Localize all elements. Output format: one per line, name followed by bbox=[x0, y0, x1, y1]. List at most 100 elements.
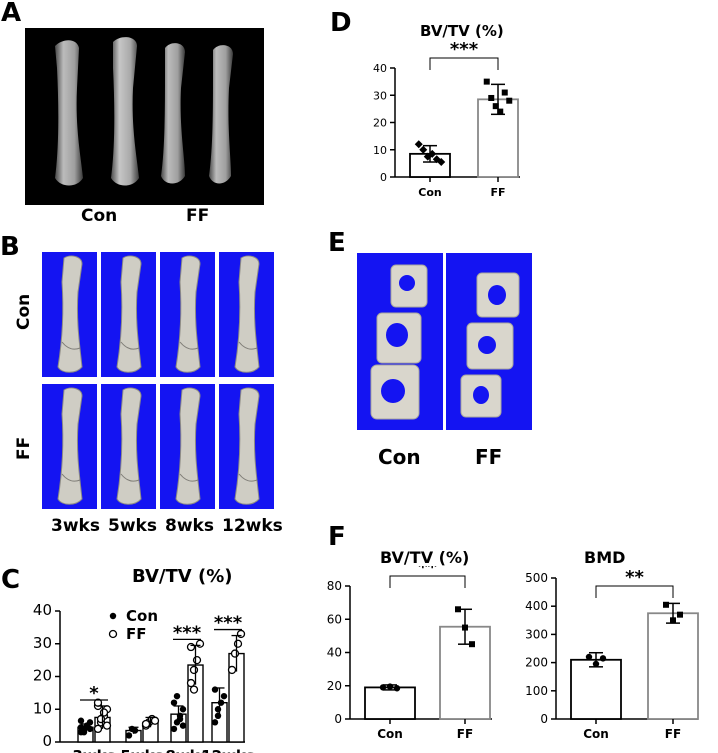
data-point bbox=[585, 653, 593, 661]
data-point bbox=[230, 649, 240, 658]
y-tick-label: 20 bbox=[33, 667, 52, 685]
data-point bbox=[393, 685, 401, 692]
y-tick-label: 20 bbox=[373, 117, 387, 130]
data-point bbox=[80, 728, 88, 736]
data-point bbox=[670, 617, 676, 624]
data-point bbox=[592, 660, 600, 668]
data-point bbox=[419, 145, 428, 154]
bar bbox=[647, 612, 699, 720]
panel-e-label-con: Con bbox=[378, 445, 421, 469]
x-tick-label: 3wks bbox=[72, 747, 115, 753]
xray-image bbox=[25, 28, 264, 205]
y-tick-label: 0 bbox=[540, 712, 548, 726]
data-point bbox=[186, 678, 196, 688]
panel-c-title: BV/TV (%) bbox=[132, 566, 233, 587]
x-tick-label: FF bbox=[665, 727, 681, 741]
data-point bbox=[131, 727, 139, 734]
y-tick-label: 40 bbox=[373, 62, 387, 75]
y-tick-label: 30 bbox=[33, 634, 52, 652]
x-tick-label: Con bbox=[418, 186, 441, 199]
significance-bracket bbox=[595, 585, 674, 598]
microct-image bbox=[101, 384, 156, 509]
data-point bbox=[86, 725, 94, 733]
data-point bbox=[141, 719, 151, 729]
y-tick-label: 20 bbox=[327, 679, 342, 693]
xray-femurs bbox=[55, 37, 233, 186]
data-point bbox=[170, 699, 178, 706]
bar bbox=[364, 686, 416, 720]
data-point bbox=[211, 719, 219, 726]
data-point bbox=[108, 629, 118, 639]
panel-d-title: BV/TV (%) bbox=[420, 22, 504, 40]
panel-e-label-ff: FF bbox=[475, 445, 503, 469]
y-tick-label: 10 bbox=[33, 699, 52, 717]
significance-bracket bbox=[389, 575, 466, 588]
data-point bbox=[150, 716, 160, 725]
data-point bbox=[233, 639, 243, 648]
panel-label-f: F bbox=[328, 522, 346, 552]
data-point bbox=[192, 655, 202, 665]
y-tick-label: 0 bbox=[42, 732, 52, 750]
data-point bbox=[469, 641, 475, 648]
y-tick-label: 500 bbox=[525, 571, 548, 585]
y-tick-label: 60 bbox=[327, 612, 342, 626]
data-point bbox=[109, 612, 117, 620]
data-point bbox=[492, 103, 499, 110]
microct-image bbox=[42, 252, 97, 377]
data-point bbox=[99, 708, 109, 717]
microct-image bbox=[42, 384, 97, 509]
x-tick-label: 5wks bbox=[120, 747, 163, 753]
data-point bbox=[217, 699, 225, 706]
significance-label: *** bbox=[214, 613, 243, 634]
y-tick-label: 0 bbox=[380, 171, 387, 184]
x-tick-label: Con bbox=[377, 727, 403, 741]
data-point bbox=[483, 78, 490, 85]
microct-image bbox=[219, 384, 274, 509]
data-point bbox=[227, 665, 237, 675]
microct-image bbox=[160, 252, 215, 377]
data-point bbox=[170, 725, 178, 733]
bar bbox=[570, 658, 622, 720]
data-point bbox=[186, 642, 196, 652]
x-tick-label: 12wks bbox=[201, 747, 255, 753]
vertebra-sections bbox=[357, 253, 532, 430]
y-tick-label: 300 bbox=[525, 627, 548, 641]
panel-label-d: D bbox=[330, 8, 352, 38]
panel-b-col-3wks: 3wks bbox=[51, 516, 100, 536]
data-point bbox=[176, 715, 184, 723]
microct-image bbox=[219, 252, 274, 377]
chart-d: 0 10 20 30 40 Con FF *** bbox=[373, 40, 520, 199]
chart-f-bvtv: 0 20 40 60 80 Con FF ** bbox=[327, 566, 492, 741]
panel-b-row-ff: FF bbox=[14, 436, 34, 460]
y-tick-label: 200 bbox=[525, 656, 548, 670]
x-tick-label: FF bbox=[457, 727, 473, 741]
legend-label: FF bbox=[126, 625, 147, 643]
chart-f-bmd: 0 100 200 300 400 500 Con FF ** bbox=[525, 567, 699, 741]
y-tick-label: 30 bbox=[373, 89, 387, 102]
data-point bbox=[179, 706, 187, 713]
panel-b-col-5wks: 5wks bbox=[108, 516, 157, 536]
y-tick-label: 100 bbox=[525, 684, 548, 698]
vertebra-images bbox=[357, 253, 532, 430]
data-point bbox=[414, 140, 423, 149]
y-tick-label: 400 bbox=[525, 599, 548, 613]
x-tick-label: FF bbox=[490, 186, 505, 199]
data-point bbox=[663, 601, 669, 608]
panel-a-label-con: Con bbox=[81, 206, 118, 226]
y-tick-label: 40 bbox=[33, 601, 52, 619]
legend-label: Con bbox=[126, 607, 158, 625]
panel-b-col-8wks: 8wks bbox=[165, 516, 214, 536]
y-tick-label: 0 bbox=[334, 712, 342, 726]
data-point bbox=[501, 89, 508, 96]
data-point bbox=[432, 155, 441, 164]
data-point bbox=[77, 717, 85, 724]
data-point bbox=[189, 685, 199, 694]
panel-f-title-bmd: BMD bbox=[584, 548, 626, 567]
microct-image bbox=[160, 384, 215, 509]
data-point bbox=[125, 732, 133, 739]
data-point bbox=[179, 722, 187, 729]
x-tick-label: Con bbox=[583, 727, 609, 741]
data-point bbox=[599, 655, 607, 662]
data-point bbox=[506, 97, 513, 104]
